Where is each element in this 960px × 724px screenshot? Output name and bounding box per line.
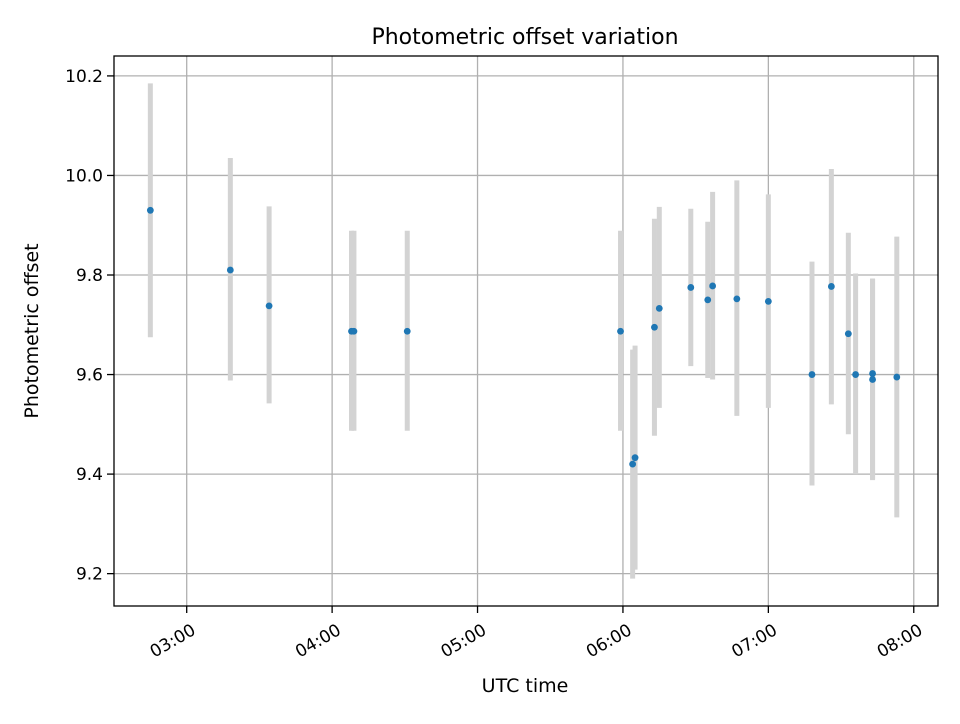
chart-title: Photometric offset variation — [371, 25, 678, 50]
y-tick-label: 10.0 — [65, 166, 103, 186]
x-axis-label: UTC time — [482, 675, 569, 697]
x-tick-label: 07:00 — [728, 620, 780, 662]
data-point — [617, 327, 624, 335]
y-tick-label: 9.8 — [76, 266, 103, 286]
data-point — [629, 460, 637, 468]
data-point — [704, 296, 712, 304]
data-point — [631, 454, 639, 462]
data-point — [687, 284, 695, 291]
data-point — [655, 304, 663, 312]
y-tick-label: 10.2 — [65, 67, 103, 87]
plot-frame — [113, 55, 939, 607]
x-tick-label: 08:00 — [874, 620, 926, 662]
y-tick-label: 9.2 — [76, 565, 103, 585]
y-axis-label: Photometric offset — [21, 243, 43, 418]
data-point — [893, 373, 901, 381]
data-point — [350, 327, 358, 335]
data-point — [226, 266, 234, 274]
y-tick-label: 9.6 — [76, 366, 103, 386]
data-point — [733, 295, 741, 303]
x-tick-label: 04:00 — [292, 620, 344, 662]
data-point — [808, 371, 816, 378]
data-point — [403, 327, 411, 335]
x-tick-label: 06:00 — [583, 620, 635, 662]
data-point — [265, 302, 273, 310]
data-point — [651, 323, 658, 331]
data-point — [852, 371, 859, 378]
y-tick-label: 9.4 — [76, 465, 103, 485]
x-tick-label: 05:00 — [438, 620, 490, 662]
data-point — [844, 330, 852, 338]
data-point — [827, 283, 835, 290]
data-point — [146, 206, 154, 214]
data-point — [764, 297, 772, 305]
data-point — [709, 282, 717, 290]
x-tick-label: 03:00 — [147, 620, 199, 662]
data-point — [869, 376, 876, 383]
data-point — [869, 370, 876, 377]
